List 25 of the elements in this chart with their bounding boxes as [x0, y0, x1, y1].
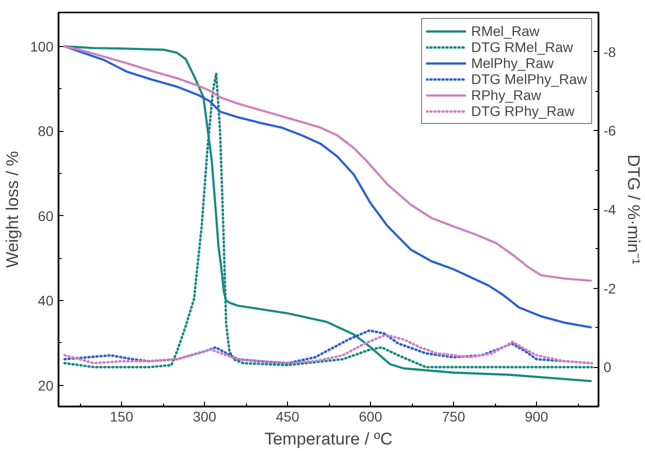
legend-label: RMel_Raw [471, 23, 540, 39]
y2-tick-label: -6 [604, 122, 616, 139]
legend-label: RPhy_Raw [471, 87, 542, 103]
legend-label: DTG RPhy_Raw [471, 103, 575, 119]
y-tick-label: 60 [38, 208, 54, 224]
legend-label: DTG RMel_Raw [471, 39, 573, 55]
x-tick-label: 300 [192, 408, 216, 424]
y-tick-label: 80 [38, 123, 54, 140]
x-axis-title: Temperature / ºC [264, 430, 393, 448]
x-tick-label: 450 [276, 408, 300, 424]
y-tick-label: 40 [38, 292, 54, 309]
x-tick-label: 750 [442, 408, 466, 424]
y2-tick-label: -4 [604, 202, 616, 218]
y-tick-label: 100 [30, 38, 54, 54]
legend-label: DTG MelPhy_Raw [471, 71, 587, 87]
y2-tick-label: -8 [604, 44, 616, 60]
x-tick-label: 600 [358, 408, 382, 424]
y2-tick-label: -2 [604, 280, 616, 296]
y-tick-label: 20 [38, 377, 54, 394]
x-tick-label: 900 [524, 408, 548, 424]
legend-label: MelPhy_Raw [471, 55, 554, 71]
y2-axis-title: DTG / %·min⁻¹ [624, 154, 643, 265]
x-tick-label: 150 [110, 408, 134, 424]
y-axis-title: Weight loss / % [3, 151, 22, 268]
y2-tick-label: 0 [604, 359, 612, 376]
